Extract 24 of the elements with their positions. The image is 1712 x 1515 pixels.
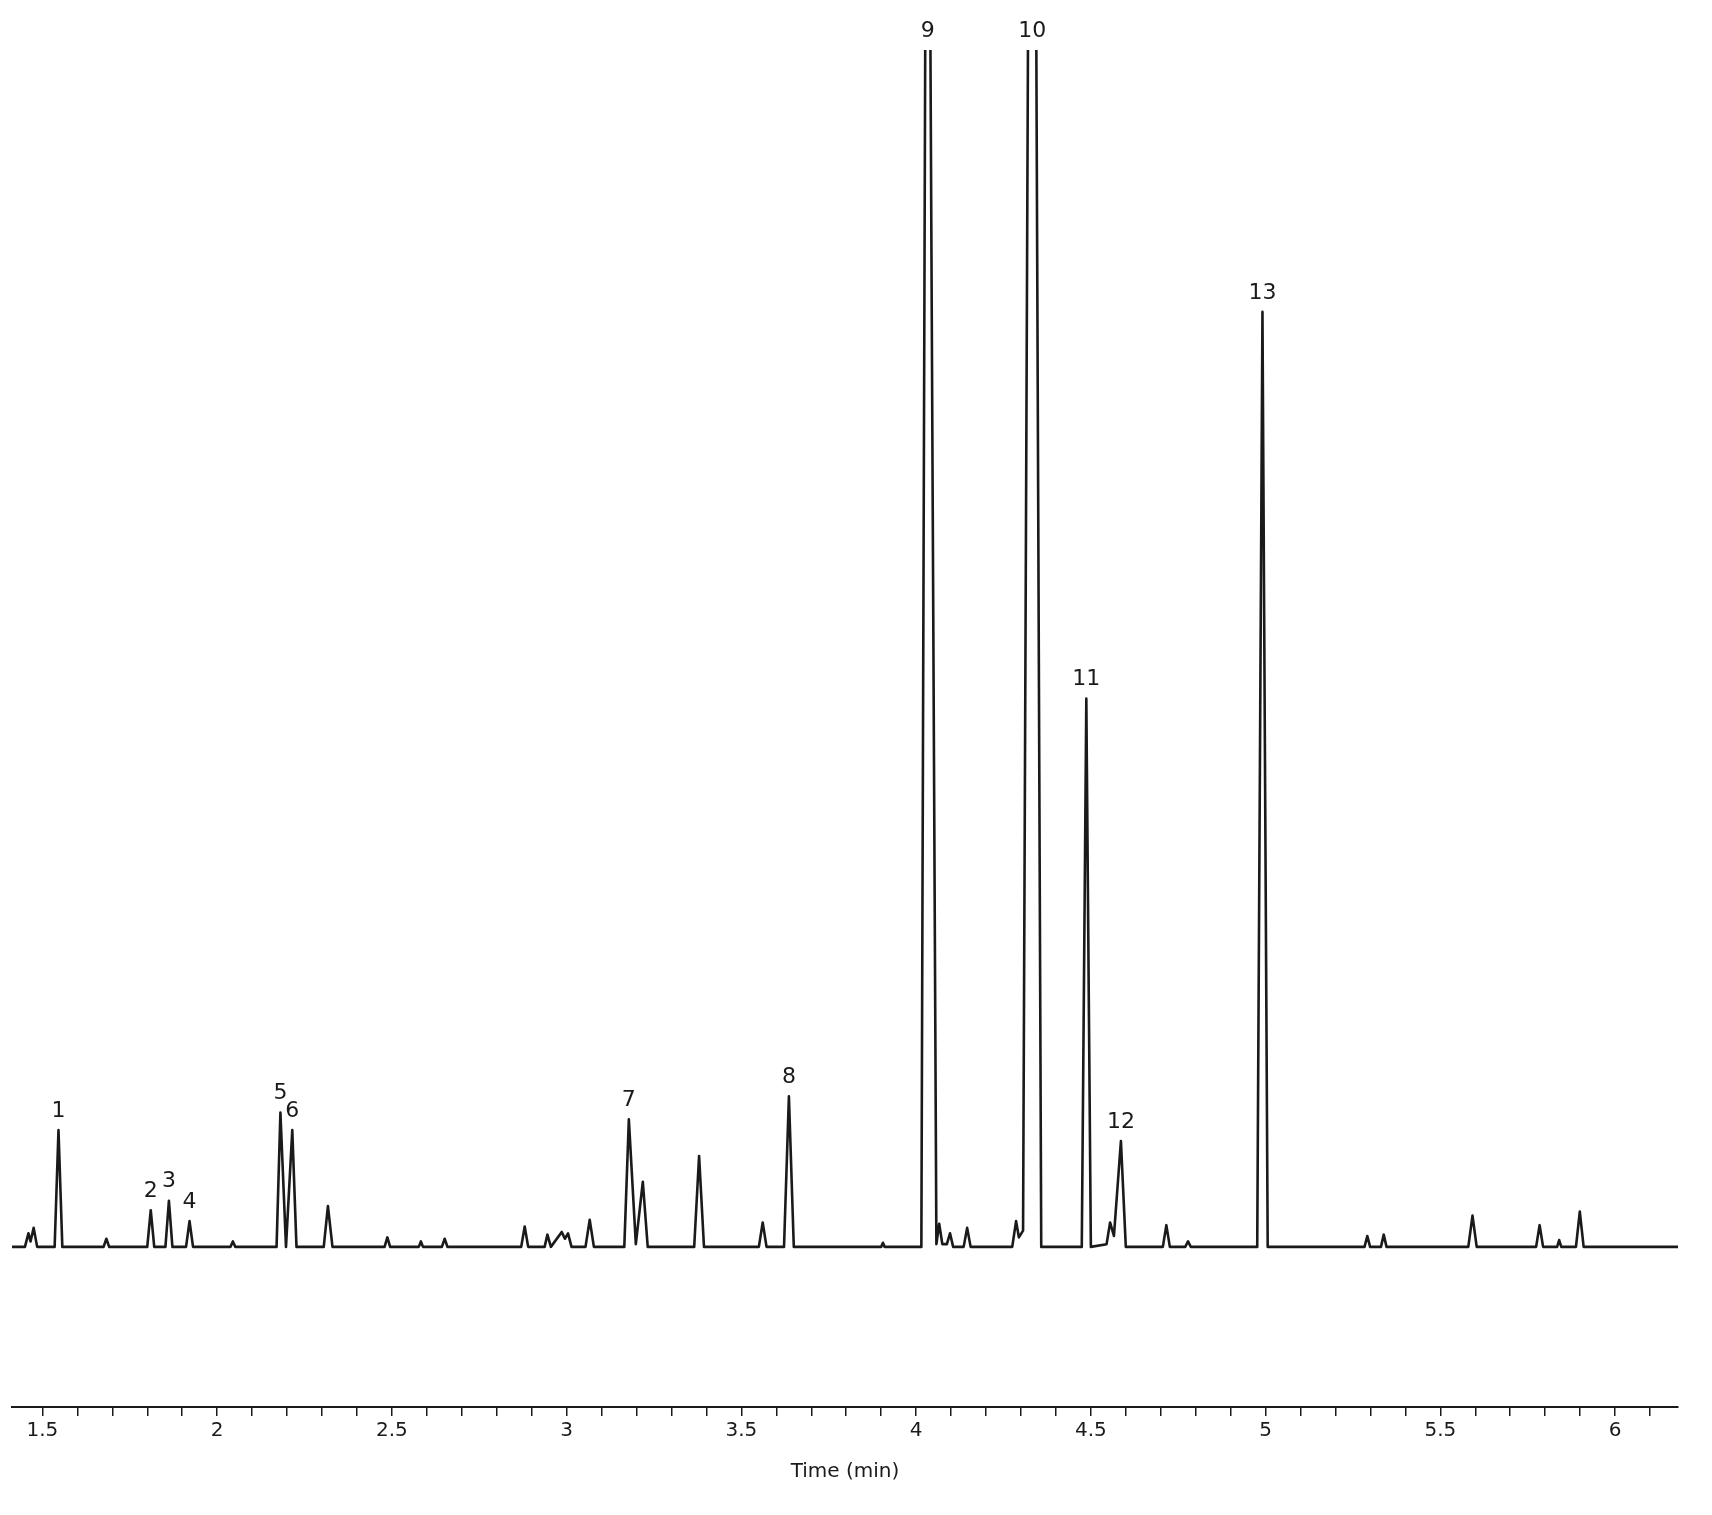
- x-tick-label: 6: [1608, 1417, 1622, 1442]
- annotation: 7: [621, 1086, 636, 1112]
- x-tick-label: 5: [1259, 1417, 1272, 1442]
- x-tick-label: 2: [210, 1417, 224, 1442]
- annotation: 13: [1248, 278, 1277, 304]
- annotation: 3: [161, 1167, 176, 1193]
- x-tick-label: 3: [560, 1417, 573, 1442]
- x-tick-label: 1.5: [26, 1417, 59, 1442]
- x-tick-label: 4: [909, 1417, 923, 1442]
- annotation: 10: [1018, 16, 1047, 42]
- annotation: 8: [781, 1062, 796, 1088]
- annotation: 12: [1106, 1107, 1135, 1133]
- annotation: 5: [273, 1079, 288, 1105]
- annotation: 4: [182, 1187, 197, 1213]
- x-tick-label: 4.5: [1074, 1417, 1107, 1442]
- annotation: 6: [285, 1096, 300, 1122]
- annotation: 1: [51, 1096, 66, 1122]
- annotation: 9: [920, 16, 935, 42]
- annotation: 11: [1072, 665, 1101, 691]
- x-tick-label: 3.5: [725, 1417, 758, 1442]
- x-tick-label: 2.5: [375, 1417, 408, 1442]
- x-axis-title: Time (min): [789, 1458, 900, 1483]
- x-tick-label: 5.5: [1424, 1417, 1457, 1442]
- annotation: 2: [143, 1176, 158, 1202]
